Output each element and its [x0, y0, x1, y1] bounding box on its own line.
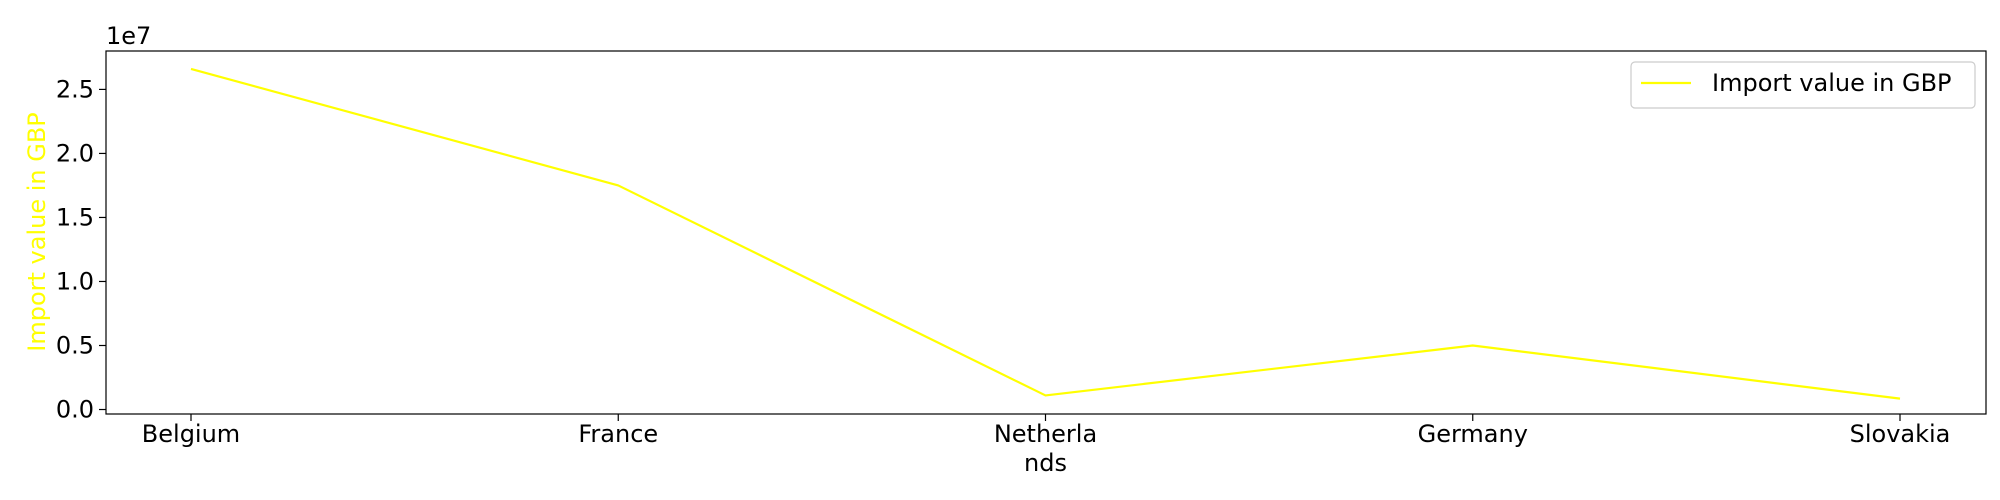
y-tick-label: 1.5 [56, 203, 94, 231]
x-tick-label: Slovakia [1850, 420, 1951, 448]
y-axis-label: Import value in GBP [23, 112, 51, 352]
y-tick-label: 0.5 [56, 331, 94, 359]
legend-frame [1630, 61, 1976, 109]
legend-label: Import value in GBP [1712, 69, 1952, 97]
y-axis-offset-text: 1e7 [106, 22, 151, 50]
y-axis: 0.0 0.5 1.0 1.5 2.0 2.5 [56, 75, 106, 424]
x-tick-label: Germany [1418, 420, 1528, 448]
y-tick-label: 2.5 [56, 75, 94, 103]
x-tick-label: nds [1024, 449, 1067, 477]
y-tick-label: 2.0 [56, 139, 94, 167]
series-line [190, 67, 1901, 400]
x-tick-label: Netherla [994, 420, 1097, 448]
legend: Import value in GBP [1630, 61, 1976, 109]
x-tick-label: France [578, 420, 658, 448]
series-layer [190, 67, 1901, 400]
x-tick-label: Belgium [142, 420, 240, 448]
plot-background [106, 51, 1986, 414]
y-tick-label: 0.0 [56, 396, 94, 424]
y-tick-label: 1.0 [56, 267, 94, 295]
